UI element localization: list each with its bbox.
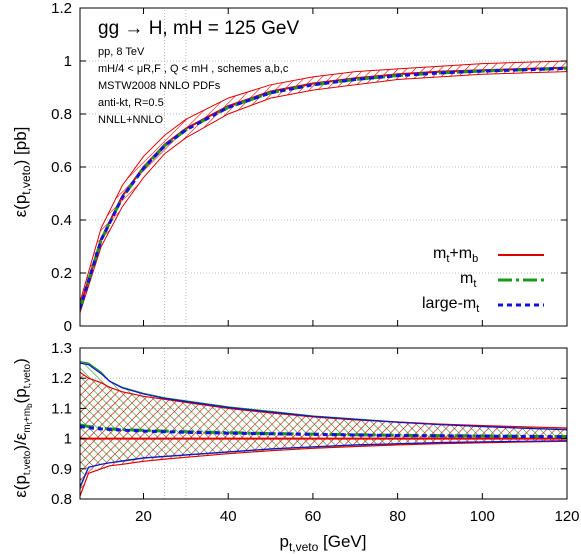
top-ytick-label-1: 0.2: [51, 265, 72, 282]
bottom-xtick-label-0: 20: [135, 508, 152, 525]
bottom-frame: [79, 347, 568, 500]
legend-sub-1: t: [446, 253, 449, 265]
top-ticks: 0 0.2 0.4 0.6 0.8 1 1.2: [51, 0, 568, 335]
bottom-band-upper-edge-1: [80, 371, 567, 429]
top-ytick-label-3: 0.6: [51, 159, 72, 176]
top-band-upper-edge: [80, 60, 567, 303]
top-ytick-label-4: 0.8: [51, 106, 72, 123]
bottom-series-line-2: [80, 425, 567, 439]
top-grid: [80, 8, 567, 326]
legend-label-2: mt: [460, 270, 476, 290]
top-ytick-label-5: 1: [64, 53, 72, 70]
top-lines: [80, 66, 567, 309]
top-panel: 0 0.2 0.4 0.6 0.8 1 1.2 gg → H, mH = 125 GeV p…: [11, 0, 568, 335]
bottom-ytick-label-3: 1.1: [51, 400, 72, 417]
bottom-ytick-label-1: 0.9: [51, 461, 72, 478]
bottom-lines: [80, 423, 567, 440]
top-band-mt+mb: [80, 61, 567, 313]
annotation-3: MSTW2008 NNLO PDFs: [98, 80, 221, 92]
top-bands: [80, 60, 567, 313]
top-ytick-label-6: 1.2: [51, 0, 72, 17]
top-ylabel: ε(pt,veto) [pb]: [11, 127, 33, 218]
bottom-xtick-label-2: 60: [305, 508, 322, 525]
bottom-xtick-label-4: 100: [470, 508, 495, 525]
annotation-2: mH/4 < μR,F , Q < mH , schemes a,b,c: [98, 63, 289, 75]
annotation-5: NNLL+NNLO: [98, 114, 164, 126]
bottom-xtick-label-1: 40: [220, 508, 237, 525]
bottom-series-line-1: [80, 423, 567, 438]
top-ytick-label-2: 0.4: [51, 212, 72, 229]
legend-label-1: mt+mb: [433, 245, 478, 265]
legend-label-3: large-mt: [422, 295, 479, 315]
bottom-ytick-label-5: 1.3: [51, 340, 72, 357]
bottom-ytick-label-2: 1: [64, 431, 72, 448]
bottom-ytick-label-4: 1.2: [51, 370, 72, 387]
top-title: gg → H, mH = 125 GeV: [98, 18, 299, 39]
top-ytick-label-0: 0: [64, 318, 72, 335]
top-band-lower-edge: [80, 71, 567, 313]
top-series-line-2: [80, 66, 567, 309]
bottom-xlabel: pt,veto [GeV]: [279, 532, 366, 554]
bottom-ticks: 0.8 0.9 1 1.1 1.2 1.3 20 40 60 80 100 120: [51, 340, 579, 525]
bottom-xtick-label-3: 80: [389, 508, 406, 525]
annotation-4: anti-kt, R=0.5: [98, 97, 164, 109]
bottom-ytick-label-0: 0.8: [51, 491, 72, 508]
bottom-blue-upper-edge-0: [80, 362, 567, 431]
bottom-xtick-label-5: 120: [554, 508, 579, 525]
bottom-ylabel: ε(pt,veto)/εmt+mb(pt,veto): [11, 358, 34, 498]
bottom-blue-lower-edge-0: [80, 440, 567, 488]
bottom-panel: 0.8 0.9 1 1.1 1.2 1.3 20 40 60 80 100 120 ε(pt,veto…: [11, 340, 580, 554]
top-annotations: pp, 8 TeV mH/4 < μR,F , Q < mH , schemes…: [98, 46, 289, 126]
annotation-1: pp, 8 TeV: [98, 46, 145, 58]
legend: mt+mb mt large-mt: [422, 245, 544, 315]
bottom-band-lower-edge-1: [80, 440, 567, 497]
bottom-bands: [80, 361, 567, 497]
